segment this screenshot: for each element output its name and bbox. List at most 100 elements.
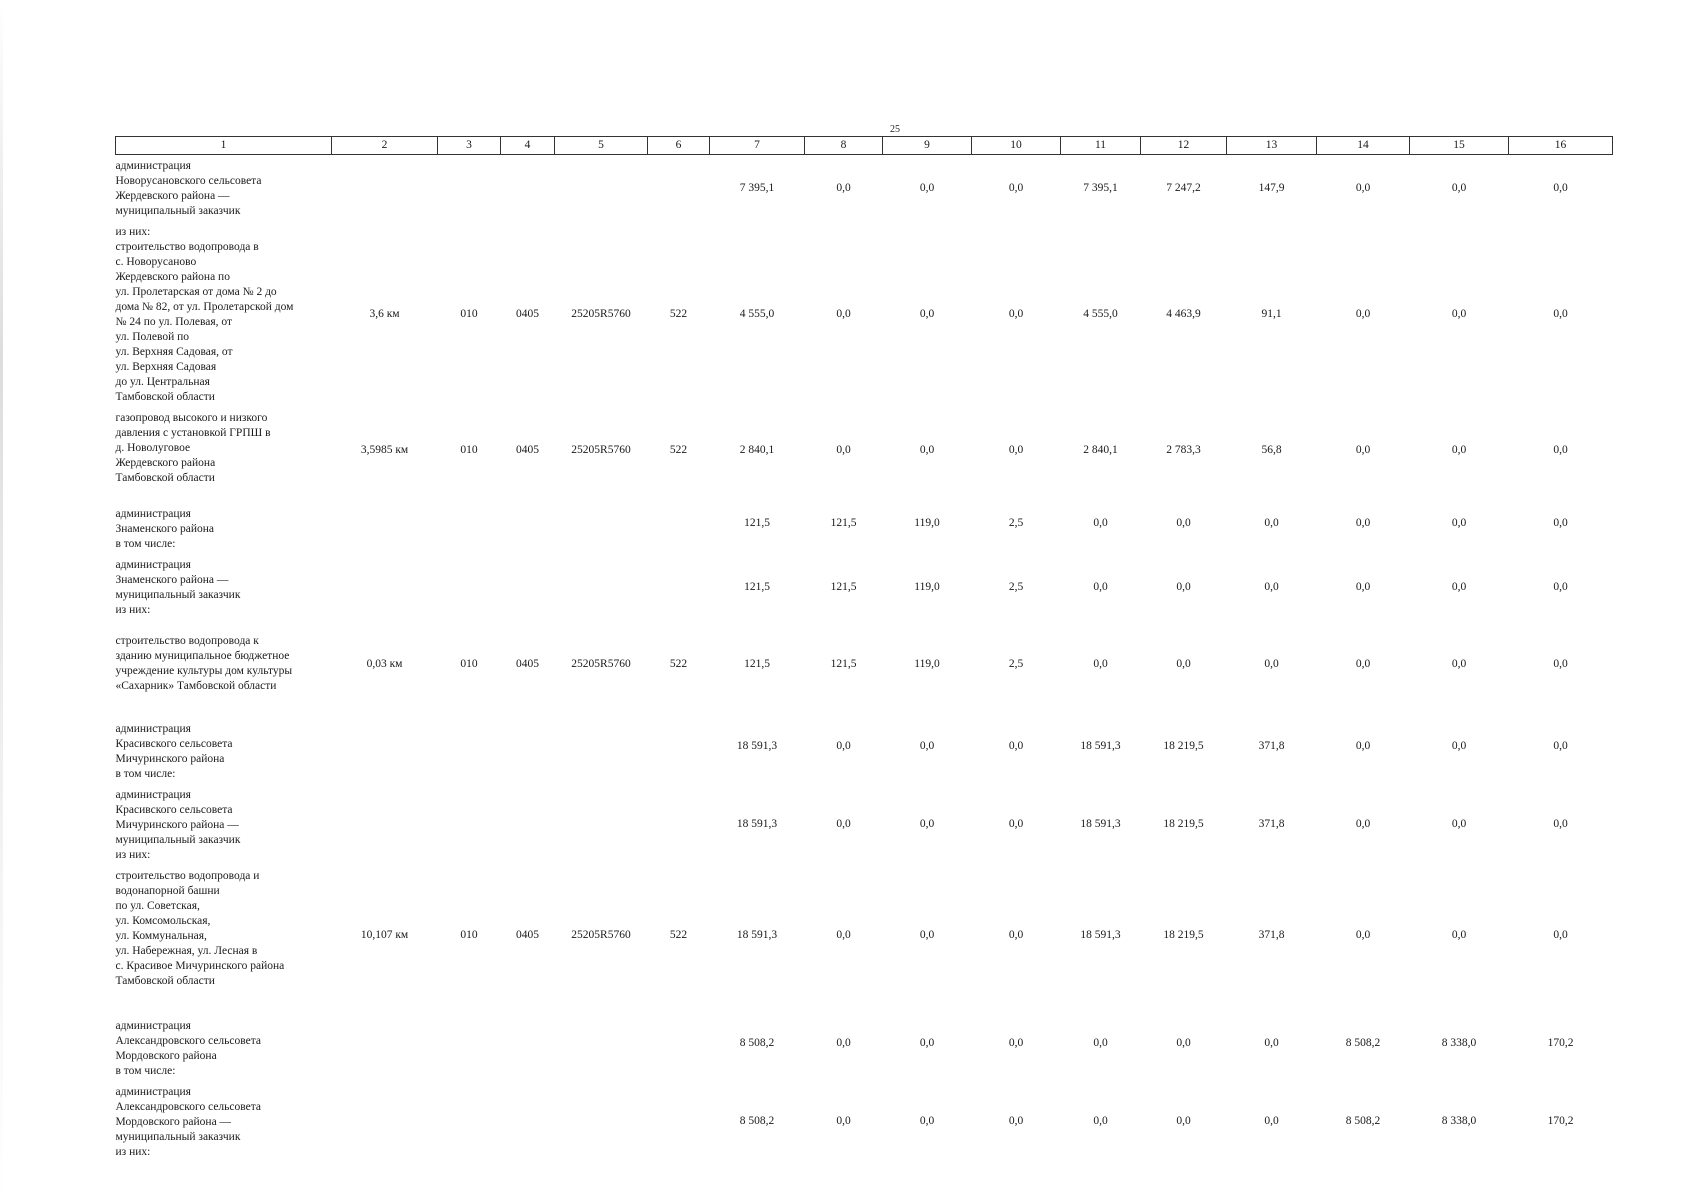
column-header-7: 7 [709,136,805,155]
cell-col-14: 0,0 [1355,181,1371,194]
cell-col-10: 0,0 [1008,1115,1024,1127]
column-header-9: 9 [882,136,972,155]
column-header-8: 8 [804,136,883,155]
column-header-10: 10 [971,136,1061,155]
cell-col-11: 0,0 [1093,580,1108,593]
cell-col-9: 0,0 [919,928,935,941]
cell-col-4 [501,554,555,620]
cell-col-16: 170,2 [1547,1036,1574,1049]
cell-col-15: 0,0 [1451,928,1467,941]
column-header-16: 16 [1508,136,1613,155]
cell-col-2: 3,6 км [369,307,400,320]
cell-col-3 [438,1005,501,1081]
cell-col-12: 0,0 [1176,1036,1191,1049]
cell-col-13: 147,9 [1258,181,1285,194]
cell-col-6 [648,554,710,620]
cell-col-9: 119,0 [914,517,940,529]
cell-col-2: 10,107 км [360,928,409,941]
cell-col-2 [332,1005,438,1081]
cell-col-15: 0,0 [1451,739,1467,752]
cell-col-4: 0405 [516,443,539,456]
cell-col-15: 0,0 [1451,443,1467,456]
header-row: 1 2 3 4 5 6 7 8 9 10 11 12 13 14 15 16 [115,136,1613,155]
cell-col-12: 18 219,5 [1163,818,1204,830]
cell-col-5 [555,493,648,554]
row-description: администрация Красивского сельсовета Мич… [115,789,241,861]
cell-col-12: 7 247,2 [1166,181,1201,194]
cell-col-8: 0,0 [836,739,851,752]
column-header-4: 4 [500,136,555,155]
cell-col-14: 0,0 [1355,739,1371,752]
cell-col-7: 8 508,2 [739,1036,775,1049]
cell-col-8: 0,0 [836,181,851,194]
cell-col-2 [332,155,438,222]
cell-col-7: 121,5 [744,657,770,670]
cell-col-5 [555,1005,648,1081]
cell-col-9: 119,0 [914,657,940,670]
cell-col-11: 4 555,0 [1083,307,1118,320]
cell-col-4 [501,784,555,865]
cell-col-3 [438,554,501,620]
cell-col-11: 0,0 [1093,1115,1108,1127]
cell-col-14: 8 508,2 [1345,1036,1381,1049]
cell-col-15: 0,0 [1451,307,1467,320]
cell-col-7: 18 591,3 [736,928,778,941]
table-row: строительство водопровода к зданию муниц… [116,620,1613,708]
cell-col-4 [501,155,555,222]
cell-col-4 [501,1005,555,1081]
cell-col-14: 0,0 [1355,443,1371,456]
cell-col-15: 0,0 [1451,580,1467,593]
cell-col-12: 18 219,5 [1163,739,1204,752]
column-header-3: 3 [437,136,501,155]
scan-edge [0,0,3,1200]
cell-col-16: 0,0 [1553,181,1568,194]
cell-col-13: 0,0 [1264,517,1279,529]
cell-col-13: 371,8 [1258,818,1285,830]
cell-col-4: 0405 [516,928,539,941]
table-body: администрация Новорусановского сельсовет… [116,155,1613,1163]
row-description: строительство водопровода и водонапорной… [115,870,285,987]
cell-col-8: 0,0 [836,1115,851,1127]
cell-col-3 [438,155,501,222]
cell-col-3: 010 [460,443,478,456]
column-header-1: 1 [115,136,332,155]
cell-col-2 [332,554,438,620]
cell-col-3: 010 [460,307,478,320]
row-description: администрация Знаменского района — муниц… [115,559,241,616]
cell-col-6 [648,784,710,865]
cell-col-6 [648,1005,710,1081]
cell-col-3 [438,493,501,554]
cell-col-2: 3,5985 км [360,443,409,456]
cell-col-16: 0,0 [1553,739,1568,752]
cell-col-12: 0,0 [1176,657,1191,670]
cell-col-13: 91,1 [1261,307,1282,320]
cell-col-15: 8 338,0 [1441,1115,1477,1127]
cell-col-5: 25205R5760 [571,443,631,456]
cell-col-9: 0,0 [919,443,935,456]
cell-col-16: 0,0 [1553,517,1568,529]
cell-col-15: 0,0 [1451,657,1467,670]
cell-col-6 [648,155,710,222]
cell-col-10: 0,0 [1008,443,1024,456]
cell-col-2 [332,1081,438,1162]
cell-col-8: 0,0 [836,928,851,941]
cell-col-9: 0,0 [919,1036,935,1049]
cell-col-8: 0,0 [836,1036,851,1049]
column-header-6: 6 [647,136,710,155]
cell-col-5 [555,708,648,784]
cell-col-11: 0,0 [1093,657,1108,670]
cell-col-6: 522 [669,307,688,320]
cell-col-6: 522 [669,443,688,456]
cell-col-8: 0,0 [836,443,851,456]
cell-col-15: 8 338,0 [1441,1036,1477,1049]
cell-col-12: 4 463,9 [1166,307,1201,320]
cell-col-14: 0,0 [1355,307,1371,320]
column-header-15: 15 [1409,136,1509,155]
cell-col-7: 8 508,2 [739,1115,775,1127]
row-description: газопровод высокого и низкого давления с… [115,412,271,484]
cell-col-2 [332,493,438,554]
cell-col-7: 18 591,3 [736,739,778,752]
table-row: строительство водопровода и водонапорной… [116,865,1613,1005]
cell-col-4 [501,493,555,554]
cell-col-4 [501,708,555,784]
